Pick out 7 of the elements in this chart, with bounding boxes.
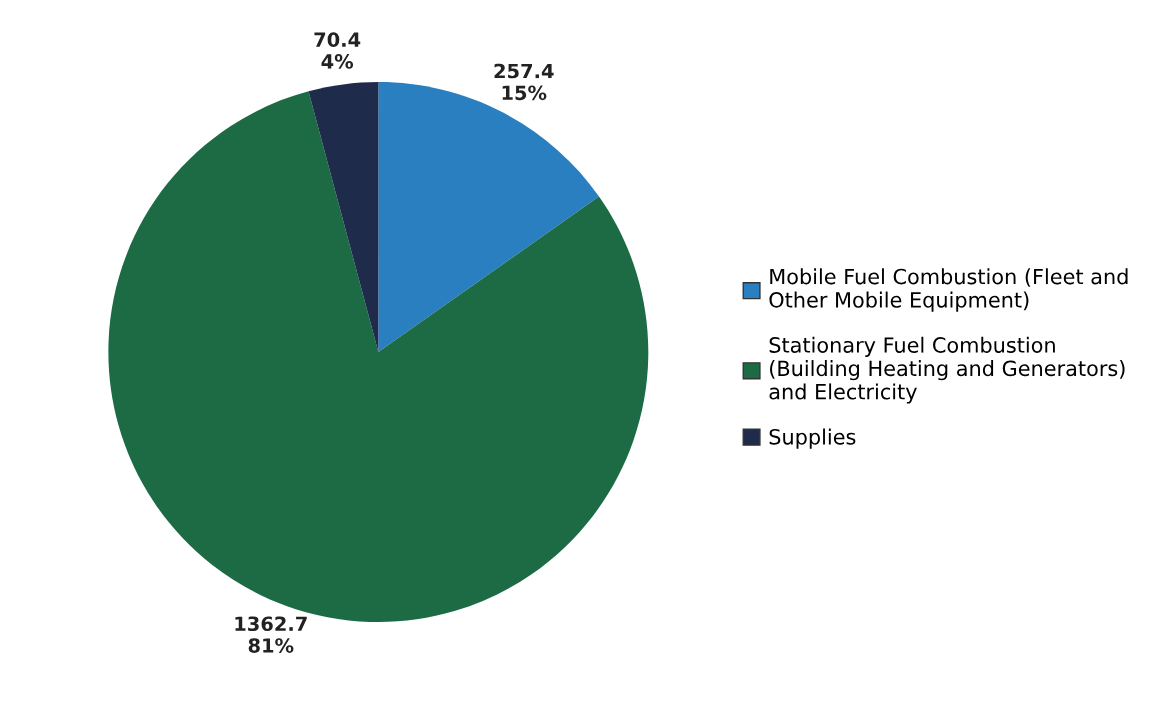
- data-label: 70.4 4%: [314, 32, 361, 69]
- legend-label: Mobile Fuel Combustion (Fleet and Other Mobile Equipment): [769, 268, 1128, 312]
- legend-label: Stationary Fuel Combustion (Building Heating and Generators) and Electricity: [769, 336, 1125, 404]
- pie-slice: [378, 82, 599, 353]
- data-label: 257.4 15%: [494, 63, 554, 101]
- legend-label: Supplies: [769, 428, 856, 449]
- data-label: 1362.7 81%: [235, 616, 307, 653]
